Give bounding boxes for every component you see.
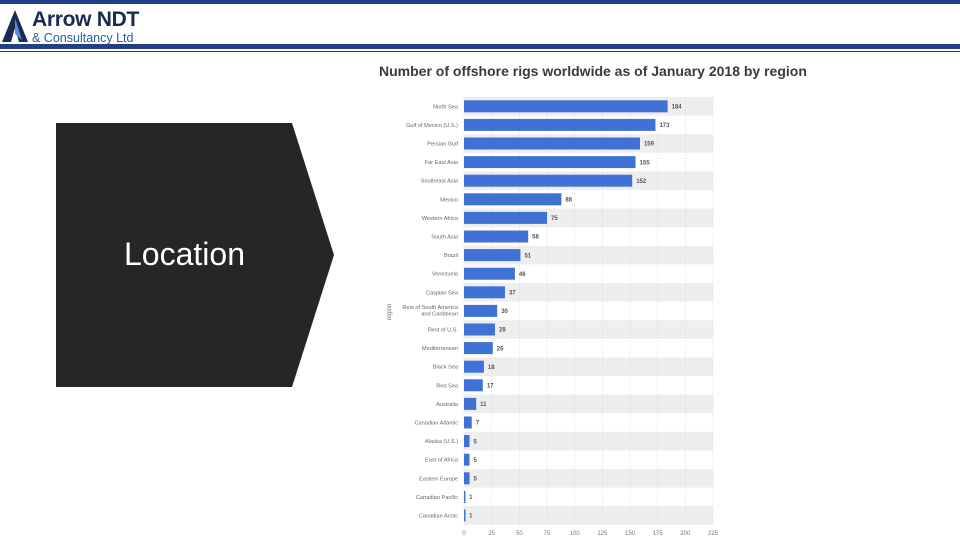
chart-title: Number of offshore rigs worldwide as of … xyxy=(379,63,807,79)
y-axis-label: region xyxy=(387,304,393,321)
value-label: 173 xyxy=(659,123,670,129)
bar-8 xyxy=(464,230,529,243)
bar-19 xyxy=(464,435,470,448)
row-stripe xyxy=(464,469,713,488)
company-logo: Arrow NDT & Consultancy Ltd xyxy=(2,8,162,46)
value-label: 28 xyxy=(499,328,506,334)
row-stripe xyxy=(464,283,713,302)
category-label: Western Africa xyxy=(422,216,459,222)
value-label: 5 xyxy=(474,458,478,464)
x-tick-label: 200 xyxy=(680,531,691,537)
bar-16 xyxy=(464,379,483,392)
category-label: Canadian Arctic xyxy=(419,514,458,520)
value-label: 11 xyxy=(480,402,487,408)
category-label: Australia xyxy=(436,402,459,408)
bar-2 xyxy=(464,118,656,131)
value-label: 88 xyxy=(565,198,572,204)
category-label: Eastern Europe xyxy=(419,476,458,482)
value-label: 26 xyxy=(497,346,504,352)
location-arrow-shape xyxy=(56,123,334,387)
row-stripe xyxy=(464,394,713,414)
header-rule xyxy=(0,44,960,49)
x-tick-label: 25 xyxy=(488,531,495,537)
bar-5 xyxy=(464,174,633,187)
bar-6 xyxy=(464,193,562,206)
bar-17 xyxy=(464,397,477,410)
arrow-logo-icon xyxy=(2,10,28,42)
category-label: Caspian Sea xyxy=(426,290,459,296)
category-label: East of Africa xyxy=(425,458,459,464)
category-label: Far East Asia xyxy=(425,160,459,166)
row-stripe xyxy=(464,431,713,451)
value-label: 17 xyxy=(487,384,494,390)
top-accent-bar xyxy=(0,0,960,4)
category-label: Brazil xyxy=(444,253,458,259)
category-label: Canadian Pacific xyxy=(416,495,458,501)
category-label: Gulf of Mexico (U.S.) xyxy=(406,123,458,129)
value-label: 37 xyxy=(509,291,516,297)
category-label: Alaska (U.S.) xyxy=(425,439,458,445)
value-label: 18 xyxy=(488,365,495,371)
bar-9 xyxy=(464,249,521,262)
bar-11 xyxy=(464,286,505,299)
category-label: Red Sea xyxy=(436,383,459,389)
category-label: Persian Gulf xyxy=(427,142,458,148)
category-label: Black Sea xyxy=(433,365,459,371)
value-label: 159 xyxy=(644,142,655,148)
row-stripe xyxy=(464,320,713,339)
category-label: Mexico xyxy=(440,197,458,203)
value-label: 75 xyxy=(551,216,558,222)
bar-13 xyxy=(464,323,495,336)
bar-15 xyxy=(464,360,484,373)
bar-14 xyxy=(464,342,493,355)
bar-20 xyxy=(464,453,470,466)
logo-title: Arrow NDT xyxy=(32,8,139,31)
value-label: 1 xyxy=(469,514,473,520)
bar-18 xyxy=(464,416,472,429)
value-label: 152 xyxy=(636,179,647,185)
x-tick-label: 75 xyxy=(544,531,551,537)
bar-7 xyxy=(464,211,547,224)
x-tick-label: 100 xyxy=(570,531,581,537)
category-label: Southeast Asia xyxy=(421,179,459,185)
bar-10 xyxy=(464,267,515,280)
value-label: 58 xyxy=(532,235,539,241)
x-tick-label: 225 xyxy=(708,531,719,537)
bar-4 xyxy=(464,156,636,169)
category-label: North Sea xyxy=(433,104,459,110)
bar-12 xyxy=(464,304,498,317)
value-label: 7 xyxy=(476,421,480,427)
logo-subtitle: & Consultancy Ltd xyxy=(32,31,134,45)
value-label: 5 xyxy=(474,477,478,483)
value-label: 1 xyxy=(469,495,473,501)
location-label: Location xyxy=(124,236,245,272)
bar-3 xyxy=(464,137,640,150)
category-label: Canadian Atlantic xyxy=(414,421,458,427)
category-label: Venezuela xyxy=(432,272,459,278)
bar-23 xyxy=(464,509,466,522)
value-label: 155 xyxy=(640,160,651,166)
value-label: 46 xyxy=(519,272,526,278)
category-label: Rest of U.S. xyxy=(428,328,459,334)
bar-22 xyxy=(464,490,466,503)
value-label: 5 xyxy=(474,439,478,445)
header-rule-thin xyxy=(0,51,960,52)
row-stripe xyxy=(464,245,713,265)
bar-21 xyxy=(464,472,470,485)
x-tick-label: 175 xyxy=(653,531,664,537)
category-label: South Asia xyxy=(431,235,459,241)
category-label: Mediterranean xyxy=(422,346,458,352)
value-label: 184 xyxy=(672,105,683,111)
row-stripe xyxy=(464,506,713,525)
value-label: 30 xyxy=(501,309,508,315)
value-label: 51 xyxy=(524,253,531,259)
x-tick-label: 0 xyxy=(462,531,466,537)
x-tick-label: 125 xyxy=(597,531,608,537)
bar-chart: North Sea Gulf of Mexico (U.S.) Persian Gu… xyxy=(387,97,719,537)
x-tick-label: 150 xyxy=(625,531,636,537)
row-stripe xyxy=(464,357,713,376)
bar-1 xyxy=(464,100,668,113)
category-label: Rest of South America and Caribbean xyxy=(402,305,459,318)
x-tick-label: 50 xyxy=(516,531,523,537)
